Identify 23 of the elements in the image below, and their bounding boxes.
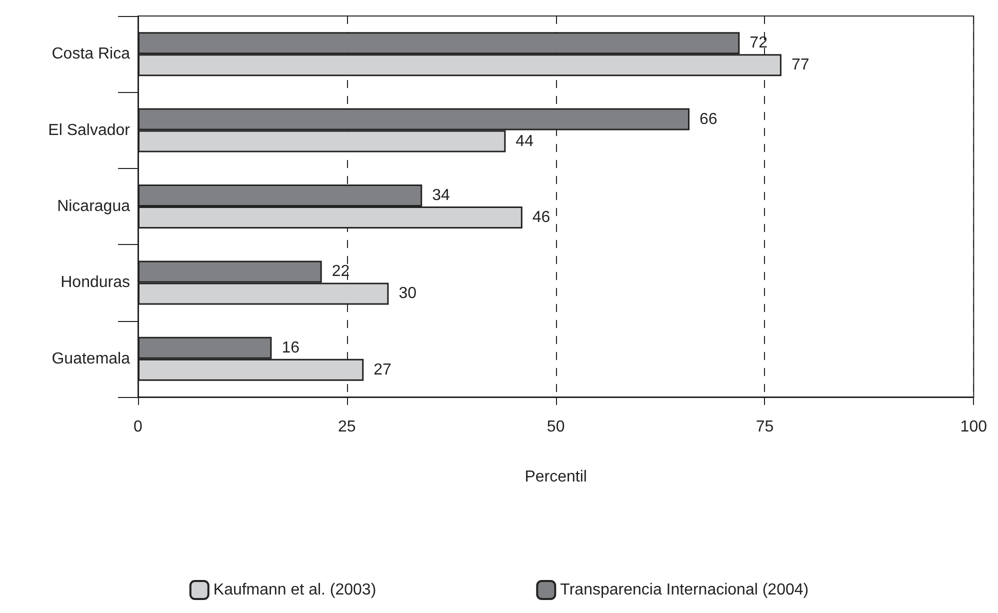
data-label: 30 (398, 285, 417, 302)
legend-label: Kaufmann et al. (2003) (213, 582, 376, 598)
x-tick-label: 0 (134, 418, 143, 436)
data-label: 72 (750, 34, 768, 52)
data-label: 66 (700, 110, 718, 128)
data-label: 27 (374, 361, 392, 378)
y-tick-label: Honduras (60, 274, 130, 292)
data-label: 16 (282, 339, 300, 356)
y-tick-label: Guatemala (52, 350, 130, 368)
x-axis-title: Percentil (524, 468, 587, 486)
data-label: 44 (516, 132, 534, 150)
data-label: 46 (532, 209, 550, 226)
legend-label: Transparencia Internacional (2004) (560, 582, 809, 598)
x-tick-label: 50 (546, 418, 565, 436)
data-label: 22 (332, 263, 350, 280)
x-tick-label: 75 (756, 418, 774, 436)
x-tick-label: 25 (338, 418, 356, 436)
x-tick-label: 100 (960, 418, 988, 436)
data-label: 77 (791, 56, 810, 74)
y-tick-label: Nicaragua (57, 198, 130, 215)
data-label: 34 (432, 187, 450, 204)
y-tick-label: El Salvador (48, 122, 131, 139)
y-tick-label: Costa Rica (52, 46, 130, 63)
